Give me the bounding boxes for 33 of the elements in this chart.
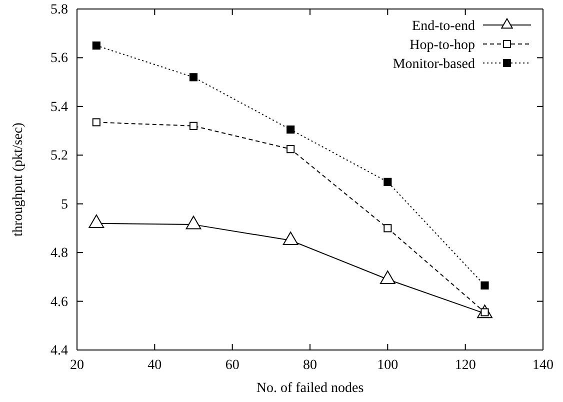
x-axis-title: No. of failed nodes (256, 381, 364, 396)
point (384, 224, 392, 232)
point (282, 232, 298, 246)
point (384, 178, 392, 186)
legend-label: Monitor-based (392, 57, 475, 72)
y-tick-label: 5.8 (50, 2, 68, 18)
y-tick-label: 5.4 (50, 100, 68, 115)
point (286, 145, 295, 154)
point (92, 118, 100, 126)
point (186, 216, 202, 230)
x-tick-label: 140 (532, 358, 554, 373)
y-tick-label: 5 (61, 197, 68, 212)
x-tick-label: 40 (148, 358, 162, 373)
y-axis-title: throughput (pkt/sec) (11, 122, 26, 236)
point (380, 270, 396, 284)
point (480, 281, 489, 290)
x-tick-label: 120 (454, 358, 476, 373)
y-tick-label: 4.6 (50, 294, 68, 310)
y-tick-label: 5.2 (50, 148, 68, 164)
y-tick-label: 5.6 (50, 51, 68, 66)
legend-label: End-to-end (412, 19, 475, 34)
point (189, 73, 198, 82)
point (88, 214, 104, 228)
point (286, 126, 295, 134)
y-tick-label: 4.8 (50, 246, 68, 262)
point (189, 122, 198, 130)
y-tick-label: 4.4 (50, 343, 68, 358)
x-tick-label: 20 (70, 358, 84, 373)
x-tick-label: 100 (377, 358, 398, 373)
x-tick-label: 60 (225, 358, 240, 373)
point (92, 42, 100, 50)
x-tick-label: 80 (303, 358, 317, 373)
legend-label: Hop-to-hop (410, 38, 475, 53)
